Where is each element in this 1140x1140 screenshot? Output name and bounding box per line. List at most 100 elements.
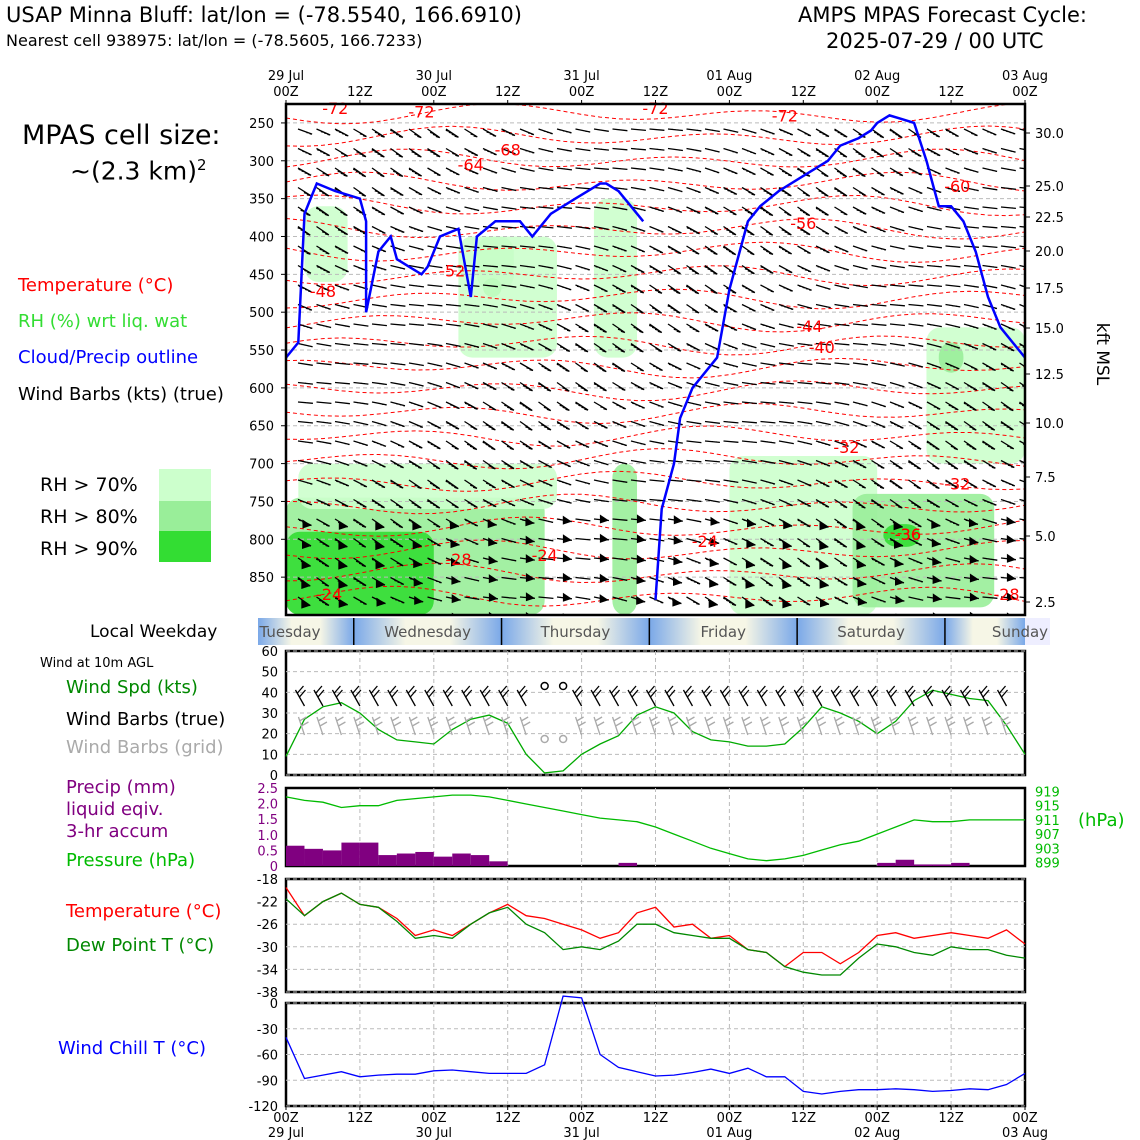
wind-barb	[741, 342, 757, 349]
wind-barb-pennant	[525, 573, 535, 582]
y-tick-label: 30	[261, 707, 278, 722]
wind-barb	[871, 167, 885, 177]
wind-barb	[704, 420, 720, 424]
surface-wind-barb	[313, 685, 325, 707]
wind-barb	[926, 128, 941, 138]
wind-barb	[445, 459, 459, 470]
wind-barb	[593, 245, 609, 251]
wind-barb	[445, 342, 461, 348]
wind-barb	[649, 440, 665, 445]
y-tick-label-hpa: 500	[249, 306, 274, 321]
wind-barb	[593, 381, 607, 392]
wind-barb	[612, 147, 628, 151]
x-tick-date-bottom: 02 Aug	[854, 1126, 900, 1140]
wind-barb	[908, 576, 924, 583]
y-tick-label: 919	[1035, 786, 1060, 801]
wind-barb	[834, 401, 850, 406]
wind-barb	[686, 498, 702, 503]
wind-barb	[889, 206, 905, 214]
wind-barb-pennant	[1006, 516, 1016, 526]
wind-barb	[667, 225, 682, 234]
wind-barb	[834, 303, 850, 308]
wind-barb	[575, 401, 589, 411]
wind-barb	[741, 479, 757, 484]
wind-barb	[686, 518, 702, 523]
wind-barb	[649, 362, 663, 372]
surface-wind-barb	[572, 685, 584, 707]
wind-barb	[945, 537, 960, 545]
wind-barb	[538, 420, 552, 431]
wind-barb-pennant	[709, 558, 719, 568]
wind-barb	[630, 342, 644, 353]
wind-barb-pennant	[636, 575, 646, 585]
isotherm-label: -72	[408, 103, 434, 122]
wind-barb	[870, 498, 885, 509]
wind-barb	[427, 284, 443, 288]
wind-barb	[390, 479, 404, 489]
wind-barb	[963, 264, 979, 268]
wind-barb	[445, 401, 460, 410]
wind-barb	[815, 362, 831, 365]
wind-barb	[852, 264, 868, 270]
wind-barb	[926, 362, 942, 369]
wind-barb-pennant	[969, 592, 979, 602]
wind-barb	[815, 459, 831, 467]
wind-barb	[723, 537, 738, 545]
wind-barb	[852, 225, 867, 234]
wind-barb	[963, 342, 979, 350]
wind-barb	[704, 440, 720, 444]
wind-barb	[741, 284, 756, 294]
isotherm-line	[286, 562, 1025, 584]
wind-barb	[760, 420, 776, 424]
wind-barb	[501, 147, 516, 155]
wind-barb	[556, 284, 572, 291]
wind-barb	[556, 264, 572, 270]
wind-barb	[723, 557, 738, 566]
wind-barb	[686, 342, 701, 352]
wind-barb	[575, 186, 591, 190]
wind-barb	[926, 420, 941, 431]
wind-barb	[834, 167, 848, 178]
wind-barb	[575, 342, 589, 353]
wind-barb	[408, 498, 422, 509]
wind-barb-pennant	[969, 554, 979, 564]
wind-barb	[612, 323, 626, 334]
wind-barb	[297, 284, 312, 293]
wind-barb	[445, 128, 459, 138]
wind-barb	[612, 576, 628, 581]
wind-barb	[649, 264, 663, 274]
wind-barb	[945, 381, 960, 391]
y-tick-label-kft: 7.5	[1035, 471, 1056, 486]
wind-barb	[390, 303, 406, 307]
wind-barb	[704, 381, 720, 387]
y-tick-label-hpa: 250	[249, 117, 274, 132]
wind-barb	[445, 186, 461, 194]
wind-barb	[963, 303, 979, 309]
wind-barb	[501, 284, 517, 288]
pressure-unit-label: (hPa)	[1078, 810, 1125, 831]
precip-bar	[304, 848, 323, 866]
wind-barb	[371, 381, 387, 386]
wind-barb	[1019, 167, 1025, 170]
y-tick-label: 911	[1035, 814, 1060, 829]
wind-barb	[464, 225, 480, 230]
x-tick-label-bottom: 00Z	[273, 1111, 299, 1126]
wind-barb	[741, 323, 757, 331]
wind-barb	[556, 186, 572, 190]
wind-barb	[501, 128, 516, 137]
wind-barb	[334, 245, 349, 254]
wind-barb	[612, 440, 627, 447]
wind-barb	[686, 167, 702, 173]
surface-wind-barb	[756, 685, 768, 707]
wind-barb	[297, 167, 312, 176]
wind-barb-pennant	[894, 539, 903, 549]
wind-barb	[760, 323, 775, 330]
wind-barb	[612, 459, 628, 465]
wind-barb-pennant	[302, 540, 311, 549]
wind-barb	[1000, 264, 1016, 269]
wind-barb	[390, 537, 404, 548]
wind-barb	[390, 518, 404, 529]
legend-temperature: Temperature (°C)	[18, 275, 174, 296]
wind-barb	[889, 128, 903, 139]
wind-barb	[408, 128, 422, 139]
